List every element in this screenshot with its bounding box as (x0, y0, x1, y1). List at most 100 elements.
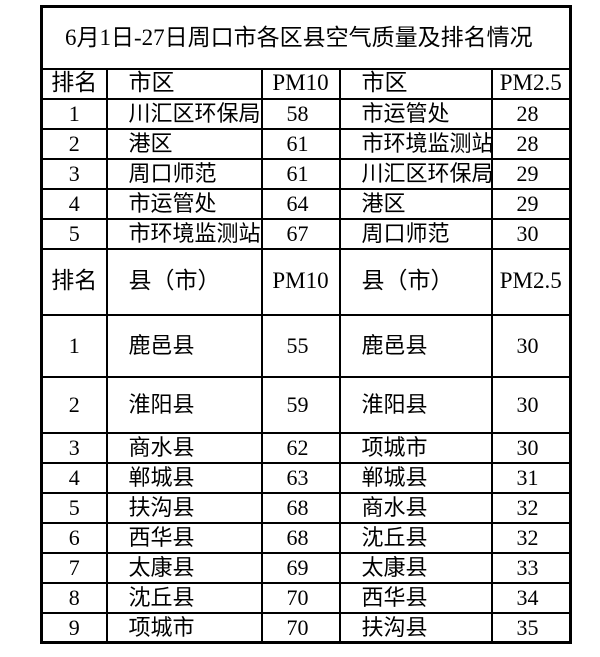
value-cell: 28 (490, 127, 572, 160)
column-header: PM2.5 (490, 67, 572, 100)
value-cell: 55 (260, 313, 341, 378)
station-cell: 项城市 (338, 431, 493, 464)
value-cell: 61 (260, 127, 341, 160)
value-cell: 59 (260, 375, 341, 434)
rank-cell: 3 (40, 431, 108, 464)
value-cell: 30 (490, 431, 572, 464)
table-row: 4 市运管处 64 港区 29 (40, 187, 572, 220)
station-cell: 西华县 (105, 521, 263, 554)
column-header: 排名 (40, 67, 108, 100)
column-header: PM2.5 (490, 247, 572, 316)
table-row: 2 港区 61 市环境监测站 28 (40, 127, 572, 160)
station-cell: 市运管处 (338, 97, 493, 130)
value-cell: 30 (490, 375, 572, 434)
value-cell: 70 (260, 581, 341, 614)
value-cell: 64 (260, 187, 341, 220)
section-header-row-urban-districts: 排名 市区 PM10 市区 PM2.5 (40, 67, 572, 100)
station-cell: 市环境监测站 (105, 217, 263, 250)
table-row: 5 市环境监测站 67 周口师范 30 (40, 217, 572, 250)
station-cell: 周口师范 (105, 157, 263, 190)
station-cell: 市运管处 (105, 187, 263, 220)
rank-cell: 6 (40, 521, 108, 554)
table-row: 7 太康县 69 太康县 33 (40, 551, 572, 584)
rank-cell: 9 (40, 611, 108, 644)
table-row: 1 川汇区环保局 58 市运管处 28 (40, 97, 572, 130)
table-row: 3 商水县 62 项城市 30 (40, 431, 572, 464)
station-cell: 太康县 (105, 551, 263, 584)
value-cell: 35 (490, 611, 572, 644)
station-cell: 扶沟县 (105, 491, 263, 524)
station-cell: 港区 (338, 187, 493, 220)
value-cell: 67 (260, 217, 341, 250)
station-cell: 港区 (105, 127, 263, 160)
value-cell: 32 (490, 491, 572, 524)
station-cell: 商水县 (105, 431, 263, 464)
value-cell: 58 (260, 97, 341, 130)
rank-cell: 2 (40, 127, 108, 160)
rank-cell: 2 (40, 375, 108, 434)
column-header: 县（市） (338, 247, 493, 316)
table-row: 4 郸城县 63 郸城县 31 (40, 461, 572, 494)
value-cell: 30 (490, 217, 572, 250)
value-cell: 62 (260, 431, 341, 464)
rank-cell: 5 (40, 217, 108, 250)
column-header: 县（市） (105, 247, 263, 316)
station-cell: 郸城县 (105, 461, 263, 494)
value-cell: 69 (260, 551, 341, 584)
table-title: 6月1日-27日周口市各区县空气质量及排名情况 (40, 5, 572, 70)
table-body: 6月1日-27日周口市各区县空气质量及排名情况 排名 市区 PM10 市区 PM2.5 1… (40, 5, 572, 644)
value-cell: 33 (490, 551, 572, 584)
table-row: 5 扶沟县 68 商水县 32 (40, 491, 572, 524)
value-cell: 63 (260, 461, 341, 494)
station-cell: 西华县 (338, 581, 493, 614)
value-cell: 30 (490, 313, 572, 378)
station-cell: 川汇区环保局 (105, 97, 263, 130)
station-cell: 川汇区环保局 (338, 157, 493, 190)
station-cell: 沈丘县 (338, 521, 493, 554)
title-row: 6月1日-27日周口市各区县空气质量及排名情况 (40, 5, 572, 70)
value-cell: 68 (260, 491, 341, 524)
table-row: 6 西华县 68 沈丘县 32 (40, 521, 572, 554)
value-cell: 29 (490, 157, 572, 190)
table-row: 1 鹿邑县 55 鹿邑县 30 (40, 313, 572, 378)
table-row: 2 淮阳县 59 淮阳县 30 (40, 375, 572, 434)
station-cell: 市环境监测站 (338, 127, 493, 160)
station-cell: 周口师范 (338, 217, 493, 250)
value-cell: 28 (490, 97, 572, 130)
station-cell: 沈丘县 (105, 581, 263, 614)
column-header: PM10 (260, 247, 341, 316)
column-header: 市区 (338, 67, 493, 100)
value-cell: 61 (260, 157, 341, 190)
value-cell: 70 (260, 611, 341, 644)
station-cell: 项城市 (105, 611, 263, 644)
rank-cell: 7 (40, 551, 108, 584)
station-cell: 太康县 (338, 551, 493, 584)
value-cell: 32 (490, 521, 572, 554)
table-row: 8 沈丘县 70 西华县 34 (40, 581, 572, 614)
rank-cell: 3 (40, 157, 108, 190)
rank-cell: 4 (40, 187, 108, 220)
rank-cell: 5 (40, 491, 108, 524)
rank-cell: 4 (40, 461, 108, 494)
value-cell: 29 (490, 187, 572, 220)
station-cell: 淮阳县 (105, 375, 263, 434)
station-cell: 商水县 (338, 491, 493, 524)
rank-cell: 1 (40, 97, 108, 130)
value-cell: 68 (260, 521, 341, 554)
station-cell: 淮阳县 (338, 375, 493, 434)
column-header: 排名 (40, 247, 108, 316)
column-header: 市区 (105, 67, 263, 100)
column-header: PM10 (260, 67, 341, 100)
station-cell: 鹿邑县 (105, 313, 263, 378)
table-row: 9 项城市 70 扶沟县 35 (40, 611, 572, 644)
station-cell: 扶沟县 (338, 611, 493, 644)
air-quality-ranking-table: 6月1日-27日周口市各区县空气质量及排名情况 排名 市区 PM10 市区 PM2.5 1… (40, 5, 573, 644)
rank-cell: 1 (40, 313, 108, 378)
section-header-row-counties: 排名 县（市） PM10 县（市） PM2.5 (40, 247, 572, 316)
value-cell: 34 (490, 581, 572, 614)
value-cell: 31 (490, 461, 572, 494)
station-cell: 鹿邑县 (338, 313, 493, 378)
table-row: 3 周口师范 61 川汇区环保局 29 (40, 157, 572, 190)
rank-cell: 8 (40, 581, 108, 614)
